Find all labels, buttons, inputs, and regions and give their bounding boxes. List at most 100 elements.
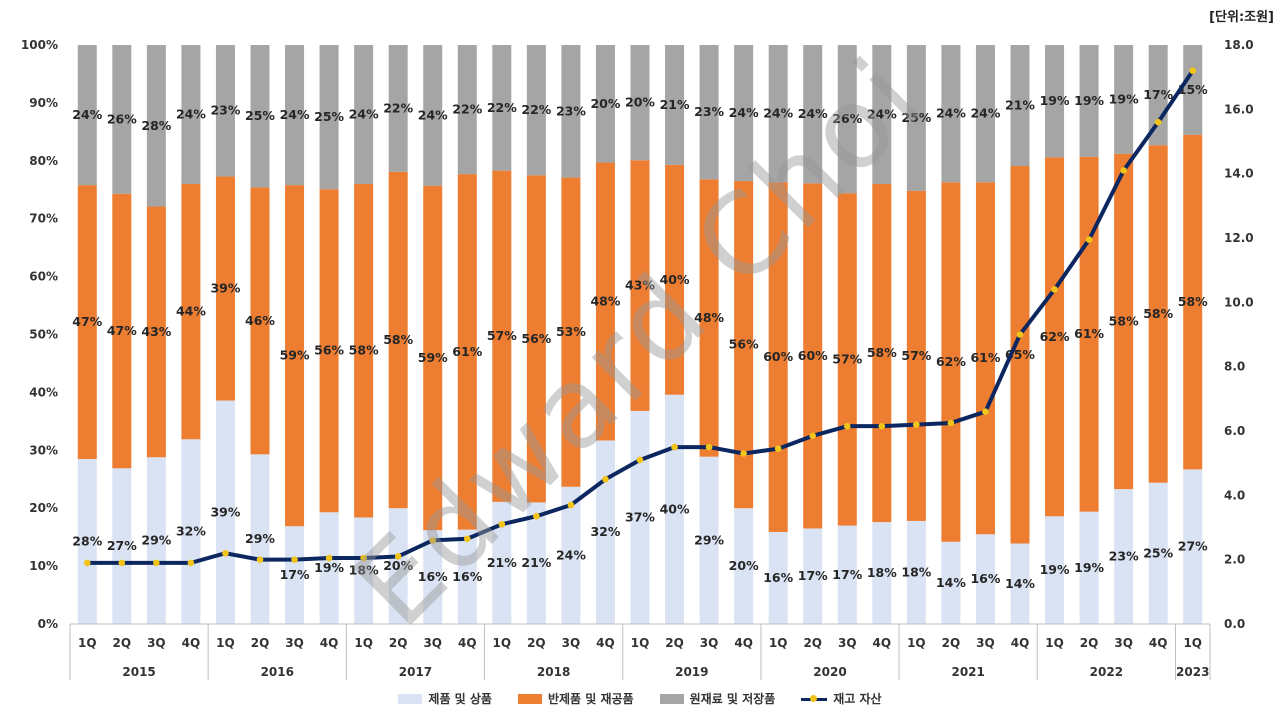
bar-product <box>1079 511 1099 624</box>
data-label-product: 18% <box>349 563 379 578</box>
y-right-tick-label: 16.0 <box>1224 102 1254 116</box>
data-label-product: 29% <box>245 531 275 546</box>
data-label-wip: 57% <box>901 348 931 363</box>
data-label-product: 37% <box>625 509 655 524</box>
data-label-wip: 53% <box>556 324 586 339</box>
y-left-tick-label: 20% <box>29 501 58 515</box>
bar-product <box>354 517 374 624</box>
legend-label-wip: 반제품 및 재공품 <box>547 692 634 706</box>
bar-wip <box>1183 134 1203 470</box>
line-point-inventory <box>809 432 817 440</box>
line-point-inventory <box>83 559 91 567</box>
x-group-label: 2022 <box>1090 665 1123 679</box>
x-group-label: 2020 <box>813 665 846 679</box>
bar-wip <box>181 183 201 440</box>
line-point-inventory <box>187 559 195 567</box>
data-label-wip: 58% <box>1143 306 1173 321</box>
line-point-inventory <box>1051 286 1058 293</box>
bar-raw <box>1114 45 1134 154</box>
bar-product <box>319 512 339 624</box>
data-label-product: 19% <box>1074 560 1104 575</box>
data-label-wip: 59% <box>280 348 310 363</box>
data-label-wip: 57% <box>832 351 862 366</box>
bar-raw <box>837 45 857 194</box>
line-point-inventory <box>774 445 782 452</box>
data-label-wip: 58% <box>1109 313 1139 328</box>
bar-raw <box>112 45 132 194</box>
data-label-raw: 24% <box>349 106 379 121</box>
line-point-inventory <box>498 520 506 528</box>
data-label-raw: 20% <box>590 96 620 111</box>
bar-product <box>1114 489 1134 624</box>
y-right-tick-label: 18.0 <box>1224 38 1254 52</box>
data-label-wip: 56% <box>729 337 759 352</box>
bar-product <box>146 457 166 624</box>
x-tick-label: 2Q <box>251 636 270 650</box>
bar-wip <box>630 160 650 411</box>
x-tick-label: 1Q <box>78 636 97 650</box>
bar-wip <box>941 182 961 542</box>
x-tick-label: 3Q <box>285 636 304 650</box>
bar-wip <box>1148 145 1168 483</box>
x-group-label: 2018 <box>537 665 570 679</box>
data-label-wip: 56% <box>314 343 344 358</box>
bar-wip <box>561 177 581 487</box>
x-tick-label: 2Q <box>389 636 408 650</box>
data-label-product: 17% <box>832 567 862 582</box>
x-tick-label: 4Q <box>734 636 753 650</box>
bar-wip <box>699 179 719 457</box>
bar-raw <box>319 45 339 190</box>
data-label-raw: 24% <box>729 105 759 120</box>
x-tick-label: 2Q <box>942 636 961 650</box>
bar-wip <box>285 185 305 527</box>
bar-wip <box>215 176 235 401</box>
data-label-wip: 59% <box>418 350 448 365</box>
data-label-wip: 58% <box>349 343 379 358</box>
bar-raw <box>457 45 477 175</box>
legend-item-product: 제품 및 상품 <box>398 690 492 707</box>
data-label-raw: 24% <box>280 107 310 122</box>
x-group-label: 2021 <box>951 665 984 679</box>
x-tick-label: 1Q <box>907 636 926 650</box>
bar-product <box>595 440 615 624</box>
line-point-inventory <box>913 421 920 428</box>
data-label-product: 39% <box>210 504 240 519</box>
x-tick-label: 4Q <box>873 636 892 650</box>
y-right-tick-label: 2.0 <box>1224 553 1245 567</box>
x-group-label: 2017 <box>399 665 432 679</box>
data-label-product: 27% <box>1178 539 1208 554</box>
data-label-product: 17% <box>798 568 828 583</box>
bar-raw <box>181 45 201 184</box>
line-point-inventory <box>843 422 851 430</box>
data-label-wip: 58% <box>867 345 897 360</box>
y-left-tick-label: 70% <box>29 212 58 226</box>
data-label-wip: 58% <box>383 332 413 347</box>
bar-product <box>526 502 546 624</box>
x-tick-label: 4Q <box>320 636 339 650</box>
line-point-inventory <box>705 443 713 451</box>
bar-product <box>250 454 270 624</box>
bar-raw <box>1010 45 1030 167</box>
bar-product <box>181 439 201 624</box>
bar-raw <box>803 45 823 184</box>
bar-product <box>388 508 408 624</box>
y-left-tick-label: 90% <box>29 96 58 110</box>
data-label-wip: 61% <box>452 344 482 359</box>
y-left-tick-label: 40% <box>29 385 58 399</box>
bar-raw <box>250 45 270 188</box>
bar-product <box>1148 482 1168 624</box>
bar-wip <box>526 175 546 503</box>
y-left-tick-label: 30% <box>29 443 58 457</box>
data-label-raw: 26% <box>107 111 137 126</box>
x-tick-label: 3Q <box>423 636 442 650</box>
bar-wip <box>1045 157 1065 517</box>
x-tick-label: 4Q <box>182 636 201 650</box>
x-tick-label: 3Q <box>838 636 857 650</box>
data-label-raw: 24% <box>763 106 793 121</box>
bar-product <box>941 541 961 624</box>
line-point-inventory <box>291 556 298 563</box>
bar-wip <box>803 183 823 529</box>
x-tick-label: 1Q <box>216 636 235 650</box>
data-label-raw: 25% <box>314 109 344 124</box>
bar-wip <box>734 181 754 509</box>
